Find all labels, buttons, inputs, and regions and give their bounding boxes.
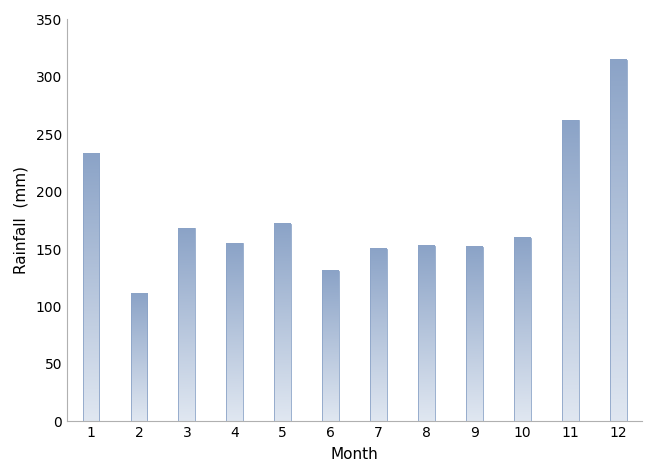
Bar (418, 246, 435, 421)
Bar (562, 120, 579, 421)
Bar (514, 238, 531, 421)
Bar (466, 247, 483, 421)
Bar (322, 271, 339, 421)
Bar (370, 249, 387, 421)
X-axis label: Month: Month (331, 447, 379, 462)
Bar (131, 294, 148, 421)
Bar (274, 224, 291, 421)
Bar (178, 228, 195, 421)
Bar (83, 154, 100, 421)
Bar (226, 243, 243, 421)
Y-axis label: Rainfall  (mm): Rainfall (mm) (14, 166, 29, 274)
Bar (610, 60, 626, 421)
